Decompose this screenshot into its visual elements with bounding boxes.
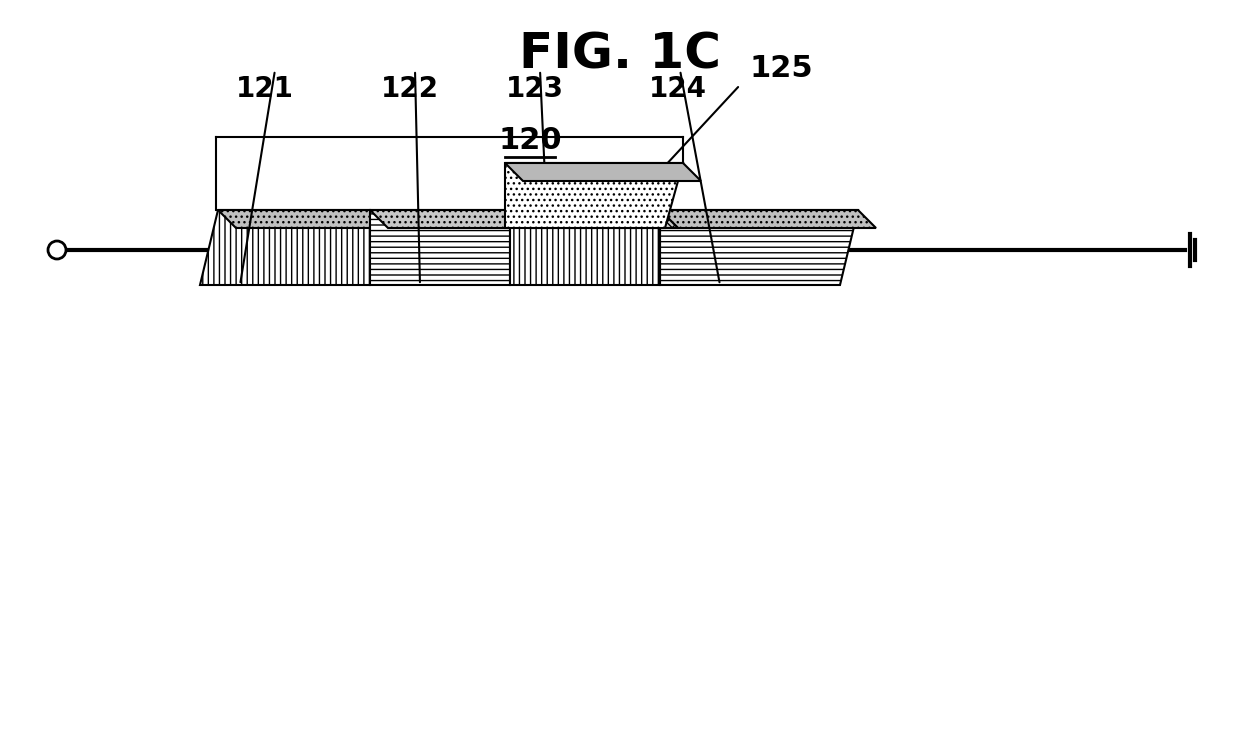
Polygon shape xyxy=(510,210,660,285)
Text: 121: 121 xyxy=(236,75,294,103)
Polygon shape xyxy=(370,210,510,285)
Polygon shape xyxy=(218,210,388,228)
Text: 123: 123 xyxy=(506,75,564,103)
Polygon shape xyxy=(505,163,683,228)
Polygon shape xyxy=(660,210,875,228)
Circle shape xyxy=(48,241,66,259)
Polygon shape xyxy=(660,210,858,285)
Polygon shape xyxy=(510,210,678,228)
Text: 124: 124 xyxy=(649,75,707,103)
Text: 125: 125 xyxy=(750,54,813,83)
Polygon shape xyxy=(505,163,701,181)
Text: FIG. 1C: FIG. 1C xyxy=(520,30,720,78)
Text: 122: 122 xyxy=(381,75,439,103)
Polygon shape xyxy=(370,210,528,228)
Text: 120: 120 xyxy=(498,126,562,155)
Polygon shape xyxy=(200,210,370,285)
